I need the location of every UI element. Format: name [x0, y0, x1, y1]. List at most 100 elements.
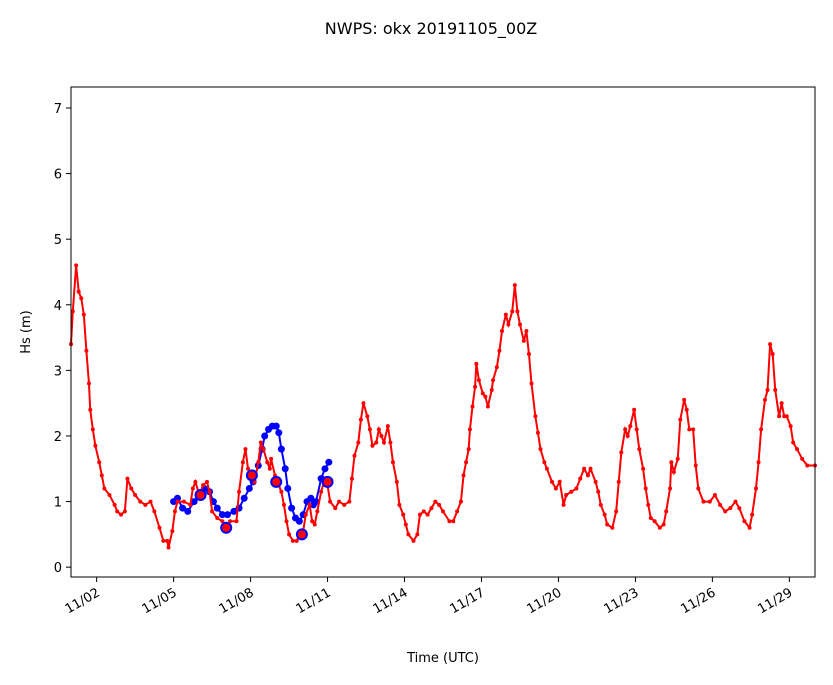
- model-point: [172, 509, 177, 514]
- model-point: [148, 499, 153, 504]
- model-point: [515, 309, 520, 314]
- observed-point: [223, 511, 231, 519]
- matched-point: [270, 475, 283, 488]
- model-point: [467, 427, 472, 432]
- model-point: [675, 456, 680, 461]
- model-point: [349, 476, 354, 481]
- model-point: [119, 512, 124, 517]
- model-point: [401, 512, 406, 517]
- model-point: [215, 515, 220, 520]
- y-tick-label: 3: [54, 364, 62, 379]
- model-point: [605, 522, 610, 527]
- model-point: [742, 519, 747, 524]
- model-point: [315, 509, 320, 514]
- model-point: [240, 460, 245, 465]
- model-point: [464, 460, 469, 465]
- y-tick-label: 6: [54, 168, 62, 183]
- model-point: [533, 414, 538, 419]
- matched-point: [245, 469, 258, 482]
- observed-point: [321, 465, 329, 473]
- x-tick-label: 11/14: [371, 585, 411, 617]
- observed-point: [272, 422, 280, 430]
- y-tick-label: 4: [54, 299, 62, 314]
- model-point: [585, 473, 590, 478]
- model-point: [361, 401, 366, 406]
- x-tick-label: 11/11: [294, 585, 334, 617]
- model-point: [397, 502, 402, 507]
- model-point: [210, 509, 215, 514]
- x-axis-label: Time (UTC): [406, 651, 479, 666]
- model-point: [578, 476, 583, 481]
- model-point: [678, 417, 683, 422]
- model-point: [671, 470, 676, 475]
- model-point: [470, 404, 475, 409]
- model-point: [784, 414, 789, 419]
- observed-point: [179, 504, 187, 512]
- model-point: [207, 489, 212, 494]
- model-point: [181, 499, 186, 504]
- model-point: [281, 502, 286, 507]
- observed-point: [277, 445, 285, 453]
- model-point: [152, 509, 157, 514]
- model-point: [588, 466, 593, 471]
- model-point: [634, 427, 639, 432]
- model-point: [70, 309, 75, 314]
- model-point: [574, 486, 579, 491]
- observed-point: [288, 504, 296, 512]
- model-point: [333, 506, 338, 511]
- x-tick-label: 11/26: [678, 585, 718, 617]
- model-point: [376, 427, 381, 432]
- model-point: [138, 499, 143, 504]
- model-point: [188, 502, 193, 507]
- model-point: [628, 424, 633, 429]
- model-point: [90, 427, 95, 432]
- model-point: [535, 430, 540, 435]
- model-point: [166, 545, 171, 550]
- matched-point: [194, 489, 207, 502]
- model-point: [632, 407, 637, 412]
- model-point: [664, 509, 669, 514]
- model-point: [693, 463, 698, 468]
- observed-point: [261, 432, 269, 440]
- model-point: [506, 322, 511, 327]
- model-point: [429, 506, 434, 511]
- model-point: [74, 263, 79, 268]
- model-point: [390, 460, 395, 465]
- model-point: [374, 440, 379, 445]
- model-point: [598, 502, 603, 507]
- model-point: [474, 361, 479, 366]
- model-point: [303, 512, 308, 517]
- model-point: [747, 525, 752, 530]
- y-tick-label: 5: [54, 233, 62, 248]
- model-point: [756, 460, 761, 465]
- model-point: [684, 407, 689, 412]
- x-tick-label: 11/08: [217, 585, 257, 617]
- model-point: [76, 289, 81, 294]
- observed-point: [307, 494, 315, 502]
- model-point: [269, 456, 274, 461]
- model-point: [602, 512, 607, 517]
- model-point: [461, 473, 466, 478]
- model-point: [762, 397, 767, 402]
- model-point: [773, 388, 778, 393]
- y-axis-label: Hs (m): [19, 310, 34, 354]
- model-point: [524, 329, 529, 334]
- x-tick-label: 11/20: [524, 585, 564, 617]
- model-point: [381, 440, 386, 445]
- model-point: [261, 447, 266, 452]
- model-point: [93, 443, 98, 448]
- model-point: [805, 463, 810, 468]
- model-point: [267, 466, 272, 471]
- model-point: [319, 489, 324, 494]
- model-point: [733, 499, 738, 504]
- model-point: [687, 427, 692, 432]
- x-tick-label: 11/23: [601, 585, 641, 617]
- model-point: [503, 312, 508, 317]
- model-point: [433, 499, 438, 504]
- observed-point: [190, 498, 198, 506]
- model-point: [365, 414, 370, 419]
- model-point: [652, 519, 657, 524]
- y-tick-label: 2: [54, 430, 62, 445]
- model-point: [347, 499, 352, 504]
- model-point: [779, 401, 784, 406]
